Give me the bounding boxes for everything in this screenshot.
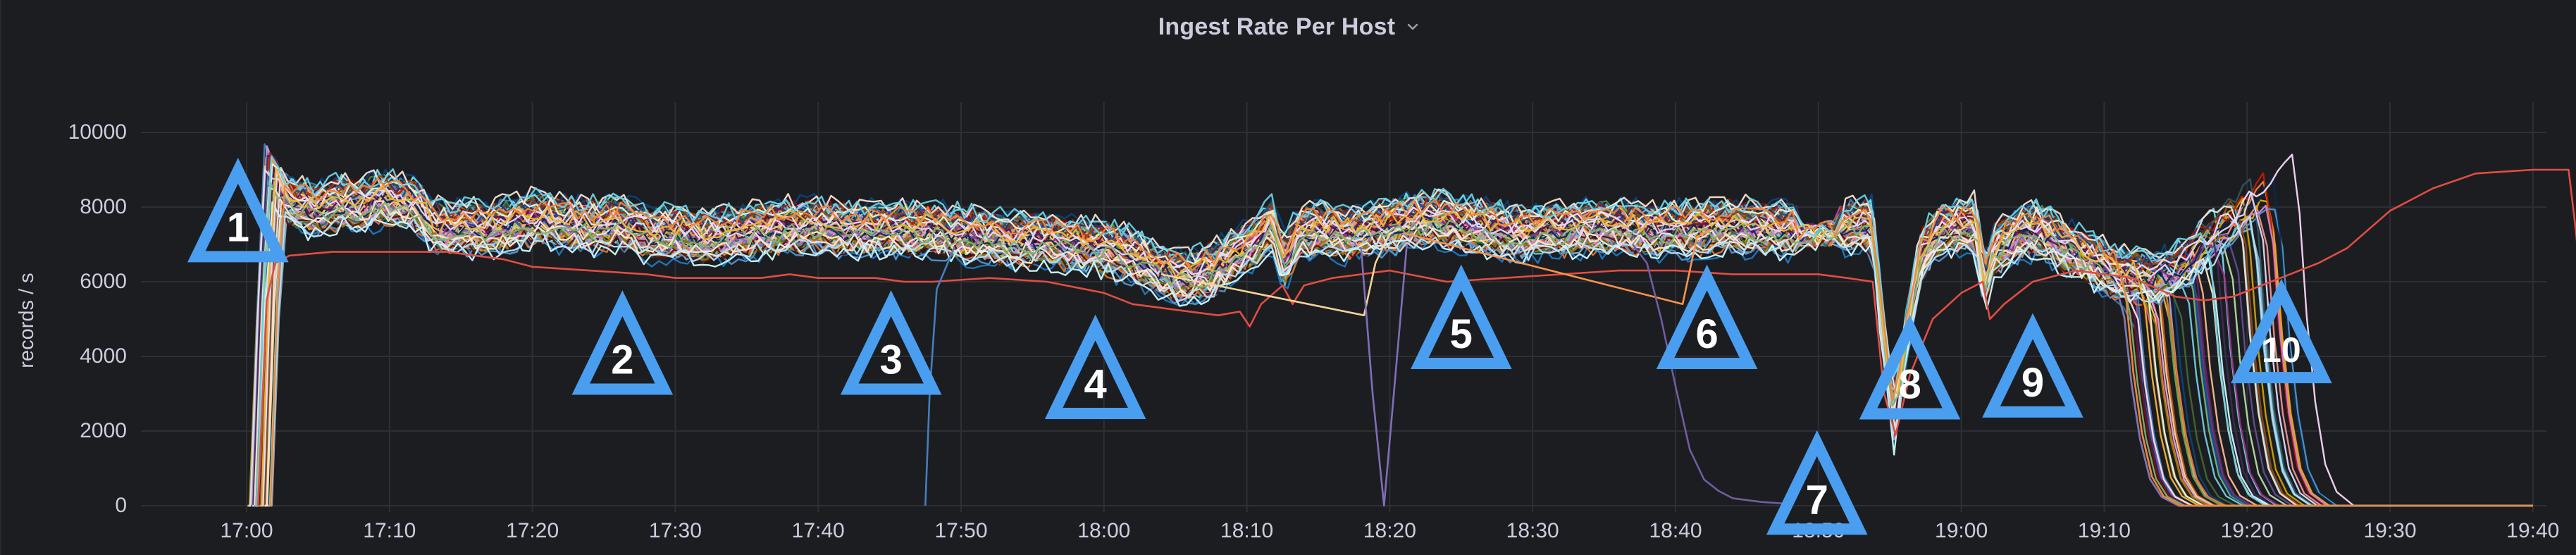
annotation-label: 6	[1695, 311, 1718, 357]
host-series-line	[255, 155, 2533, 507]
annotation-marker-10: 10	[2231, 278, 2332, 384]
y-tick-label: 6000	[80, 270, 127, 293]
series-purple-drop-18:40	[1632, 244, 1790, 505]
host-series-line	[261, 154, 2533, 507]
series-tan-gap-1	[1160, 232, 1391, 317]
x-tick-label: 18:00	[1077, 519, 1131, 542]
triangle-marker-icon	[1982, 313, 2083, 418]
triangle-marker-icon	[1766, 430, 1868, 535]
host-series-line	[268, 177, 2533, 507]
annotation-label: 4	[1084, 361, 1106, 407]
x-tick-label: 19:00	[1935, 519, 1988, 542]
x-tick-label: 18:40	[1649, 519, 1702, 542]
grid	[141, 102, 2546, 512]
annotation-label: 1	[227, 204, 249, 250]
x-tick-label: 18:30	[1506, 519, 1559, 542]
annotation-label: 2	[611, 337, 633, 383]
notable-series	[256, 168, 2576, 507]
x-tick-label: 19:10	[2077, 519, 2131, 542]
annotation-marker-3: 3	[840, 290, 942, 395]
host-series-line	[259, 167, 2533, 507]
annotation-marker-2: 2	[571, 290, 674, 395]
annotation-label: 9	[2021, 360, 2044, 406]
annotation-label: 7	[1806, 477, 1828, 523]
chevron-down-icon[interactable]	[1406, 20, 1419, 33]
series-low-red	[256, 168, 2576, 506]
triangle-marker-icon	[187, 158, 289, 263]
panel-title[interactable]: Ingest Rate Per Host	[1158, 13, 1396, 40]
x-tick-label: 17:30	[648, 519, 702, 542]
y-tick-label: 10000	[68, 120, 127, 144]
series-orange-gap-2	[1404, 228, 1712, 306]
x-tick-label: 17:10	[363, 519, 416, 542]
panel-header: Ingest Rate Per Host	[1, 10, 2576, 44]
annotation-label: 3	[879, 337, 902, 383]
annotation-marker-7: 7	[1766, 430, 1868, 535]
x-tick-label: 18:20	[1363, 519, 1416, 542]
triangle-marker-icon	[1044, 314, 1146, 419]
triangle-marker-icon	[1859, 315, 1961, 420]
annotation-marker-8: 8	[1859, 315, 1961, 420]
y-tick-label: 0	[115, 494, 127, 517]
annotation-marker-1: 1	[187, 158, 289, 263]
triangle-marker-icon	[1411, 264, 1512, 369]
y-tick-label: 8000	[80, 195, 127, 218]
annotation-marker-4: 4	[1044, 314, 1146, 419]
y-tick-label: 4000	[80, 344, 127, 368]
x-tick-label: 19:40	[2506, 519, 2560, 542]
x-tick-label: 17:50	[934, 519, 988, 542]
host-series-line	[256, 201, 2533, 507]
series-blue-late-start	[924, 247, 955, 506]
host-series-line	[252, 186, 2533, 507]
x-tick-label: 18:10	[1220, 519, 1274, 542]
annotation-label: 8	[1898, 362, 1921, 408]
annotation-marker-9: 9	[1982, 313, 2083, 418]
x-tick-label: 17:40	[791, 519, 845, 542]
triangle-marker-icon	[840, 290, 942, 395]
triangle-marker-icon	[2231, 278, 2332, 384]
annotation-label: 10	[2262, 330, 2301, 370]
x-tick-label: 17:00	[220, 519, 273, 542]
annotation-marker-5: 5	[1411, 264, 1512, 369]
annotation-label: 5	[1450, 311, 1473, 357]
x-tick-label: 19:20	[2220, 519, 2274, 542]
host-series-line	[268, 208, 2533, 507]
series-purple-dip-18:19	[1360, 244, 1408, 507]
x-tick-label: 17:20	[506, 519, 559, 542]
x-tick-label: 19:30	[2363, 519, 2417, 542]
series-group	[247, 143, 2533, 507]
y-tick-label: 2000	[80, 419, 127, 442]
annotation-marker-6: 6	[1656, 264, 1758, 369]
triangle-marker-icon	[571, 290, 674, 395]
triangle-marker-icon	[1656, 264, 1758, 369]
annotations: 1 2 3 4 5 6 7 8 9 10	[187, 158, 2332, 535]
